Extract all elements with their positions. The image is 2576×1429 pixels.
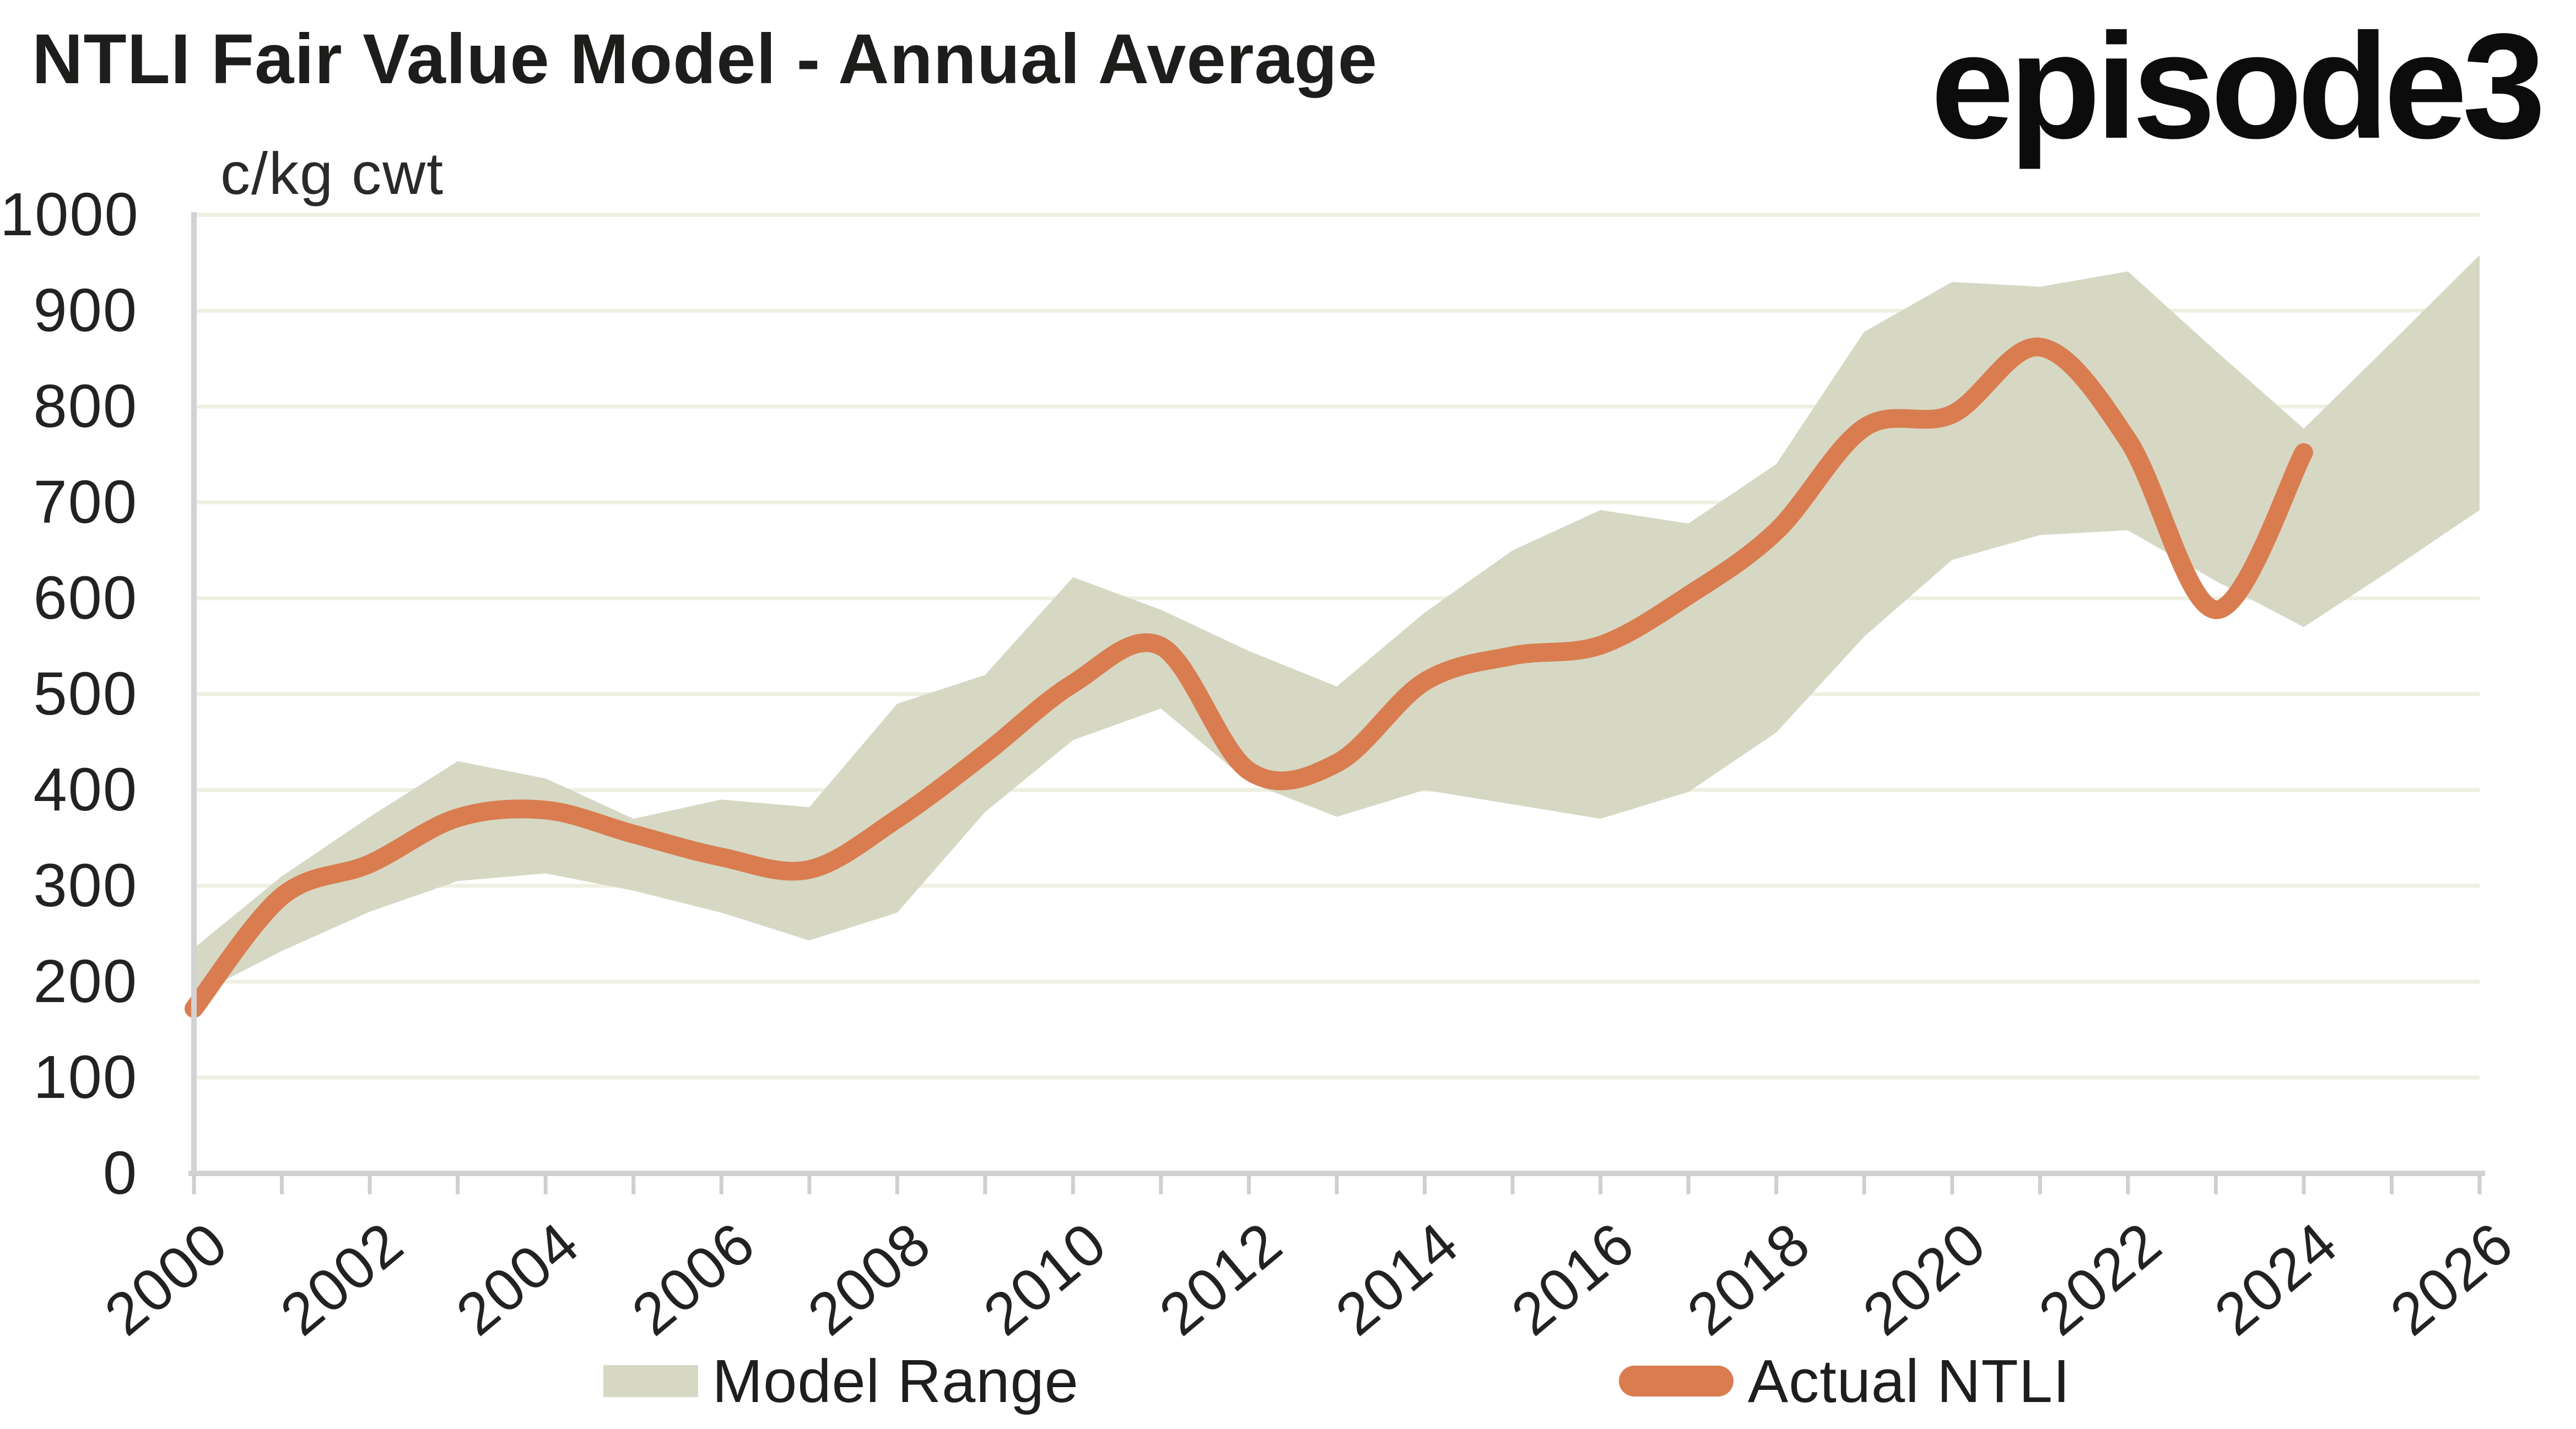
model-range-band [194, 255, 2480, 997]
legend-label-model-range: Model Range [712, 1347, 1079, 1415]
legend-label-actual-ntli: Actual NTLI [1747, 1347, 2071, 1415]
page-title: NTLI Fair Value Model - Annual Average [32, 20, 1378, 99]
y-tick-label-800: 800 [33, 372, 138, 440]
y-tick-label-100: 100 [33, 1043, 138, 1111]
actual-ntli-swatch [1618, 1366, 1733, 1396]
y-tick-label-1000: 1000 [0, 181, 139, 248]
y-tick-label-400: 400 [33, 756, 138, 824]
y-tick-label-900: 900 [33, 277, 138, 344]
y-tick-label-500: 500 [33, 660, 138, 728]
y-tick-label-200: 200 [33, 948, 138, 1015]
y-tick-label-700: 700 [33, 468, 138, 536]
y-tick-label-600: 600 [33, 564, 138, 632]
y-tick-label-300: 300 [33, 852, 138, 919]
actual-ntli-line [185, 337, 2313, 1018]
legend-item-model-range: Model Range [603, 1346, 1079, 1416]
model-range-swatch [603, 1365, 698, 1397]
episode3-logo: episode3 [1930, 2, 2546, 170]
chart-legend: Model Range Actual NTLI [194, 1340, 2480, 1422]
legend-item-actual-ntli: Actual NTLI [1618, 1346, 2071, 1416]
y-tick-label-0: 0 [102, 1139, 138, 1207]
y-axis-unit-label: c/kg cwt [220, 140, 445, 207]
